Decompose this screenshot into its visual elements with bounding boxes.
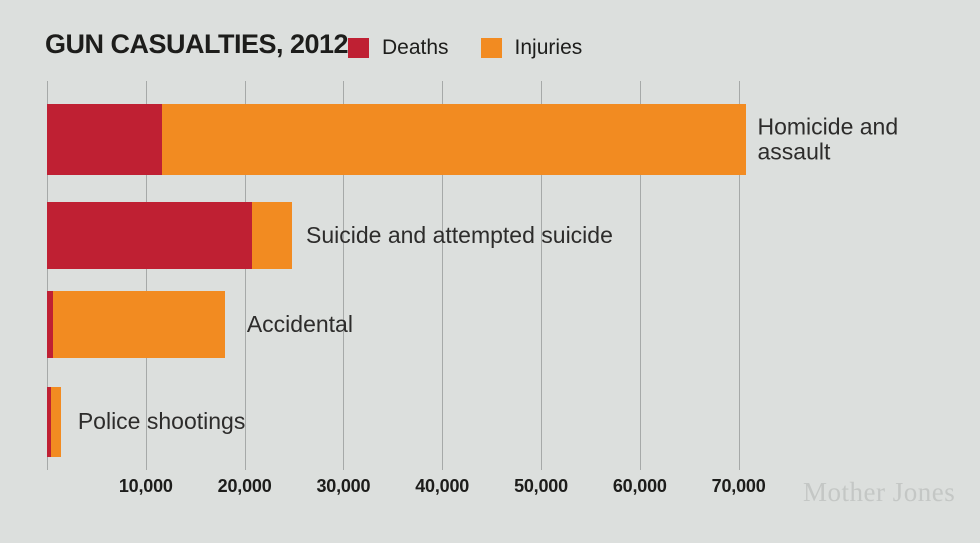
x-axis-tick-label: 10,000 (118, 476, 173, 496)
gridline-10000 (145, 81, 147, 470)
bar-segment-injuries (50, 387, 61, 457)
legend: Deaths Injuries (348, 37, 582, 58)
legend-item-deaths: Deaths (348, 37, 449, 58)
bar-segment-deaths (47, 291, 53, 358)
gridline-30000 (343, 81, 345, 470)
bar-segment-injuries (161, 104, 747, 175)
x-axis-tick-label: 40,000 (415, 476, 470, 496)
gridline-60000 (639, 81, 641, 470)
mother-jones-watermark: Mother Jones (803, 477, 956, 507)
x-axis-tick-label: 30,000 (316, 476, 371, 496)
category-label: Accidental (246, 310, 353, 337)
bar-segment-injuries (52, 291, 225, 358)
gridline-40000 (442, 81, 444, 470)
gridline-0 (47, 81, 48, 470)
bar-segment-injuries (251, 202, 293, 269)
bar-row: Suicide and attempted suicide (47, 202, 947, 269)
legend-label: Deaths (382, 36, 449, 59)
bar-segment-deaths (47, 104, 162, 175)
bar-row: Accidental (47, 291, 947, 358)
bar-segment-deaths (47, 387, 51, 457)
bar-segment-deaths (47, 202, 252, 269)
category-label: Police shootings (77, 408, 246, 435)
category-label: Suicide and attempted suicide (306, 221, 613, 248)
legend-label: Injuries (514, 36, 583, 59)
x-axis-tick-label: 20,000 (217, 476, 272, 496)
category-label: Homicide and assault (757, 112, 899, 165)
legend-item-injuries: Injuries (480, 36, 583, 59)
gridline-50000 (541, 81, 542, 470)
bar-row: Homicide and assault (47, 104, 947, 175)
chart-title: GUN CASUALTIES, 2012 (45, 29, 349, 59)
x-axis-tick-label: 70,000 (711, 476, 766, 496)
deaths-swatch-icon (348, 37, 369, 58)
gridline-20000 (244, 81, 246, 470)
injuries-swatch-icon (480, 37, 502, 58)
bar-row: Police shootings (47, 387, 947, 457)
gridline-70000 (738, 81, 740, 470)
x-axis-tick-label: 60,000 (612, 476, 667, 496)
x-axis-tick-label: 50,000 (514, 476, 568, 496)
